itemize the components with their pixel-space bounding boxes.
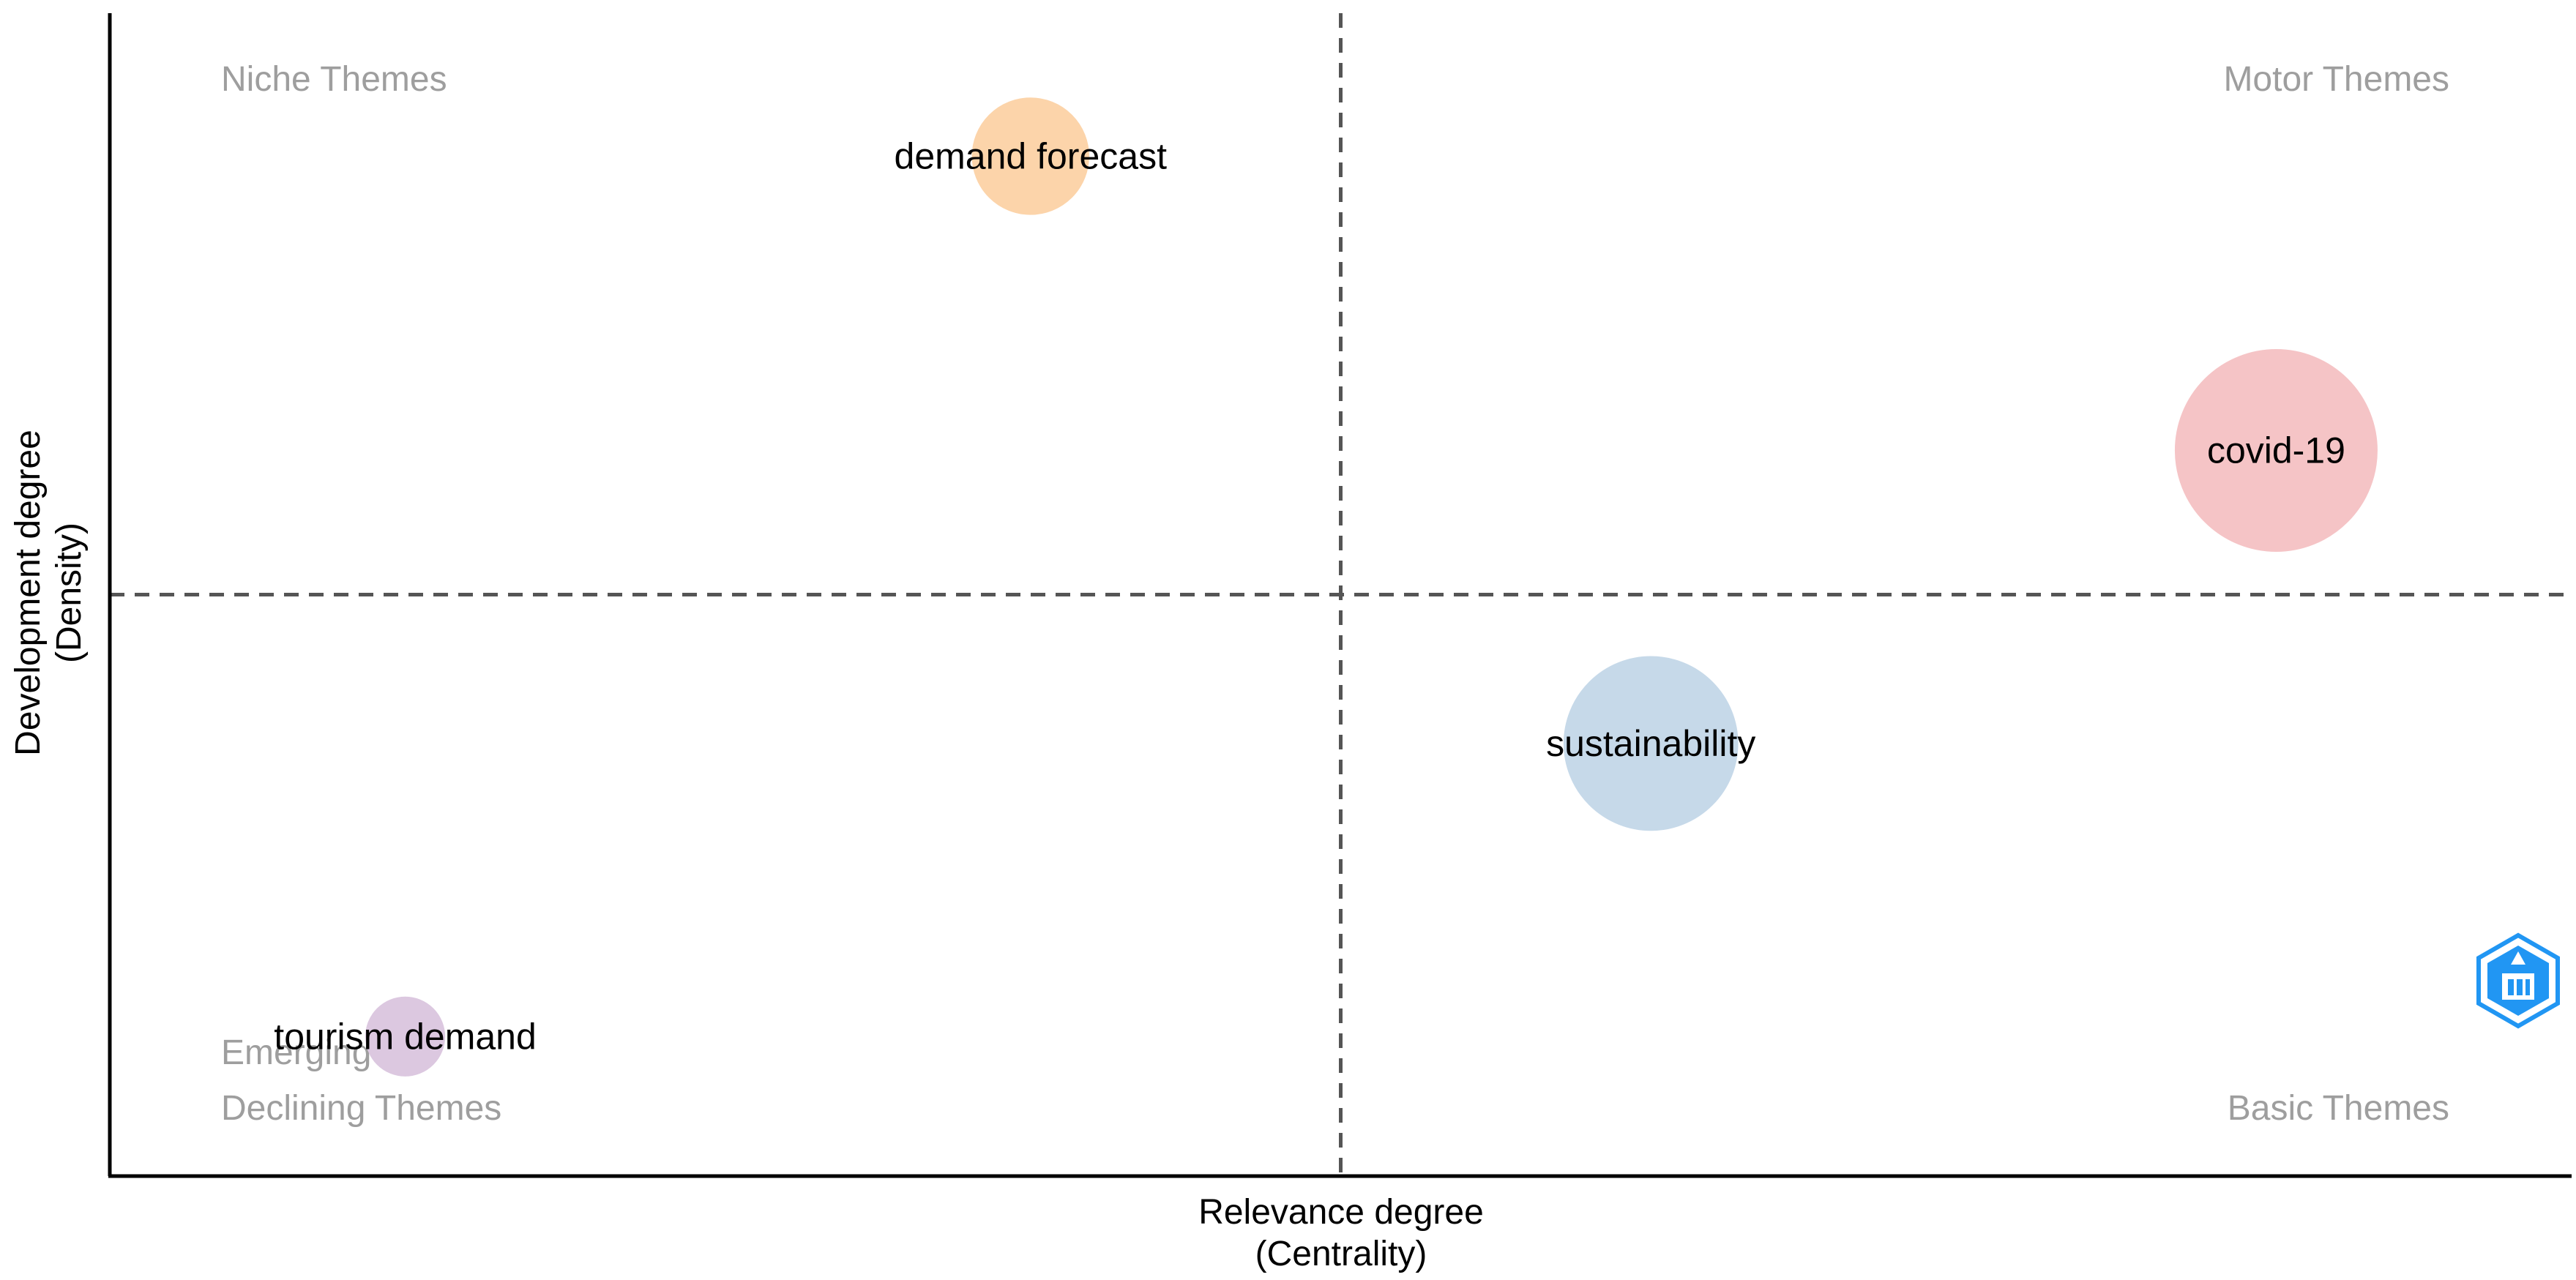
bubble-label-sustainability: sustainability bbox=[1546, 723, 1755, 764]
bubbles-layer: demand forecast covid-19 sustainability tou… bbox=[274, 97, 2378, 1077]
bubble-tourism-demand bbox=[365, 996, 446, 1077]
bubble-covid-19 bbox=[2174, 348, 2378, 552]
bubble-label-demand-forecast: demand forecast bbox=[895, 135, 1168, 176]
quadrant-label-bottom-left-line2: Declining Themes bbox=[221, 1089, 501, 1128]
bubble-demand-forecast bbox=[971, 97, 1089, 215]
bibliometrix-logo-icon bbox=[2476, 932, 2560, 1029]
x-axis-title-line1: Relevance degree bbox=[1198, 1193, 1484, 1232]
quadrant-label-top-right: Motor Themes bbox=[2223, 60, 2449, 99]
y-axis-title: Development degree (Density) bbox=[9, 430, 89, 756]
y-axis-title-line1: Development degree bbox=[9, 430, 48, 756]
y-axis-title-line2: (Density) bbox=[50, 523, 89, 663]
bubble-label-tourism-demand: tourism demand bbox=[274, 1016, 537, 1057]
quadrant-label-top-left: Niche Themes bbox=[221, 60, 447, 99]
bubble-label-covid-19: covid-19 bbox=[2207, 430, 2345, 471]
x-axis-title-line2: (Centrality) bbox=[1255, 1235, 1427, 1273]
bubble-sustainability bbox=[1563, 656, 1739, 831]
quadrant-label-bottom-right: Basic Themes bbox=[2228, 1089, 2449, 1128]
